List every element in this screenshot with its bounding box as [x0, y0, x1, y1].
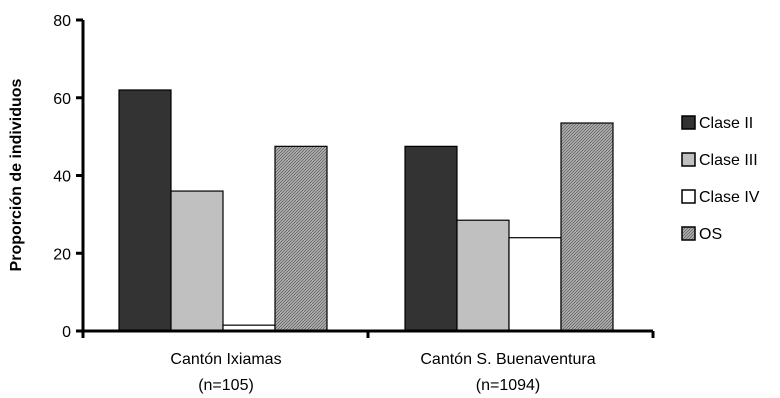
category-sublabel: (n=105): [198, 377, 254, 394]
legend-label: OS: [699, 226, 722, 243]
y-tick-label: 40: [53, 169, 71, 186]
legend-swatch-clase-iii: [681, 152, 696, 167]
legend-label: Clase III: [699, 152, 758, 169]
bar-clase-ii-1: [118, 89, 172, 332]
legend-swatch-os: [681, 226, 696, 241]
y-tick-label: 0: [62, 324, 71, 341]
legend: Clase II Clase III Clase IV OS: [681, 115, 760, 243]
legend-label: Clase IV: [699, 189, 760, 206]
bar-clase-iii-1: [170, 190, 224, 332]
y-tick-label: 80: [53, 13, 71, 30]
y-tick-label: 20: [53, 246, 71, 263]
bars-group: [118, 89, 614, 332]
y-axis-label: Proporción de individuos: [8, 78, 25, 271]
bar-clase-iii-2: [456, 219, 510, 332]
legend-label: Clase II: [699, 115, 753, 132]
bar-os-2: [560, 122, 614, 332]
x-category-labels: Cantón Ixiamas (n=105) Cantón S. Buenavent…: [170, 351, 595, 394]
legend-swatch-clase-ii: [681, 115, 696, 130]
y-tick-labels: 0 20 40 60 80: [53, 13, 71, 341]
y-tick-label: 60: [53, 91, 71, 108]
bar-clase-ii-2: [404, 145, 458, 332]
bar-clase-iv-2: [508, 237, 562, 332]
bar-os-1: [274, 145, 328, 332]
category-label: Cantón Ixiamas: [170, 351, 281, 368]
category-sublabel: (n=1094): [476, 377, 541, 394]
category-label: Cantón S. Buenaventura: [420, 351, 595, 368]
legend-swatch-clase-iv: [681, 189, 696, 204]
axes-group: [76, 18, 655, 338]
